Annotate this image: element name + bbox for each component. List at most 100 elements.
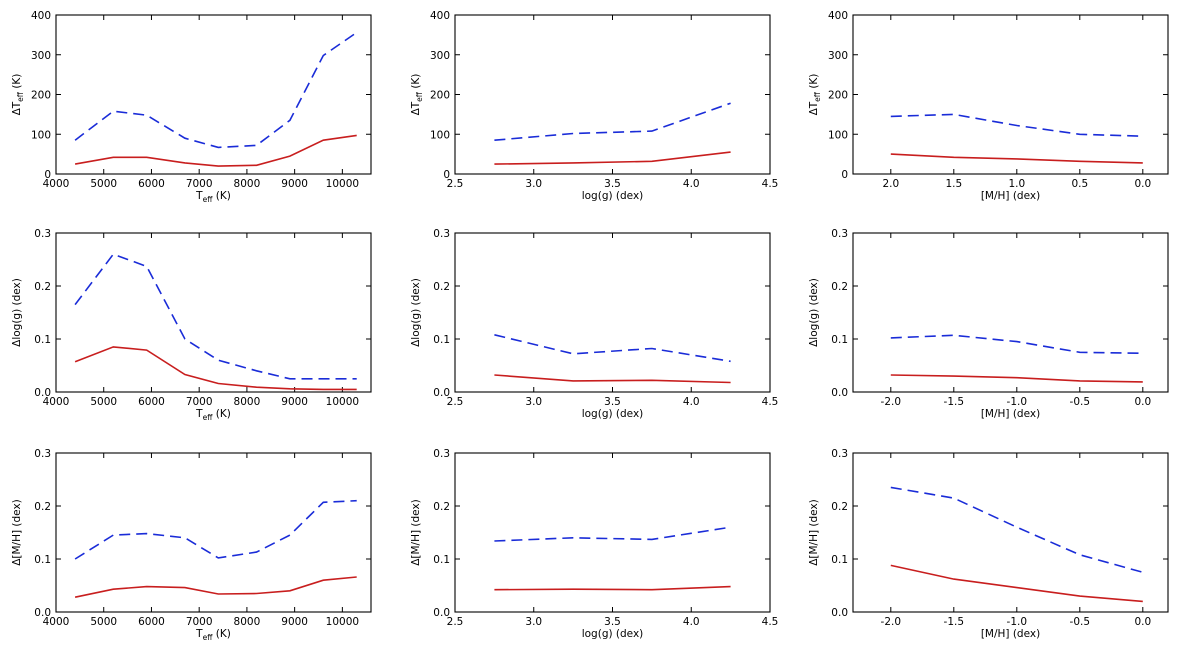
panel-3-3: -2.0 -1.5 -1.0 -0.5 0.0 0.0 0.1 0.2 0.3 [M/H] (de… [808,448,1169,640]
y-tick-label: 0.1 [34,554,51,566]
x-tick-label: 2.5 [447,178,464,190]
y-tick-label: 0 [841,169,848,181]
y-tick-label: 0.3 [831,228,848,240]
y-axis-label: Δlog(g) (dex) [11,278,23,347]
series-line-dashed [890,486,1144,574]
y-axis-label: Δ[M/H] (dex) [11,499,23,566]
x-tick-label: 6000 [138,616,165,628]
x-tick-label: -1.0 [1007,396,1028,408]
y-tick-label: 400 [430,10,450,22]
x-tick-label: -1.5 [944,396,965,408]
x-tick-label: 3.5 [604,396,621,408]
y-tick-label: 0.0 [831,387,848,399]
x-tick-label: 2.5 [447,396,464,408]
panel-3-2: 2.5 3.0 3.5 4.0 4.5 0.0 0.1 0.2 0.3 log(g) (dex) Δ… [410,448,778,640]
y-tick-label: 0.3 [433,228,450,240]
panel-2-3: -2.0 -1.5 -1.0 -0.5 0.0 0.0 0.1 0.2 0.3 [M/H] (de… [808,228,1169,420]
x-tick-label: 1.0 [1008,178,1025,190]
y-tick-label: 0.0 [831,607,848,619]
y-tick-label: 200 [430,90,450,102]
x-tick-label: 3.0 [525,616,542,628]
series-line-solid [890,564,1143,603]
y-tick-label: 0.2 [34,501,51,513]
x-tick-label: 5000 [90,616,117,628]
x-tick-label: 8000 [234,396,261,408]
series-line-dashed [494,334,731,363]
series-line-dashed [74,499,357,560]
x-axis-label: Teff (K) [195,628,231,642]
y-tick-label: 0.0 [34,607,51,619]
x-tick-label: -2.0 [881,616,902,628]
series-line-solid [74,134,357,167]
x-tick-label: 0.0 [1134,616,1151,628]
x-tick-label: 4.5 [762,178,779,190]
series-line-solid [890,153,1143,164]
y-tick-label: 0.3 [34,228,51,240]
panel-1-1: 4000 5000 6000 7000 8000 9000 10000 0 100 200 300 4… [11,10,372,204]
series-line-dashed [74,31,358,149]
x-axis-label: Teff (K) [195,408,231,422]
plot-frame [55,232,372,393]
x-tick-label: -0.5 [1070,616,1091,628]
x-tick-label: 8000 [234,616,261,628]
x-tick-label: 4.0 [683,396,700,408]
x-tick-label: 3.0 [525,178,542,190]
y-axis-label: Δlog(g) (dex) [410,278,422,347]
x-tick-label: 10000 [326,616,359,628]
plot-frame [55,14,372,175]
x-tick-label: 9000 [281,616,308,628]
y-tick-label: 100 [828,129,848,141]
y-axis-label: ΔTeff (K) [11,74,25,116]
x-axis-label: [M/H] (dex) [981,628,1040,640]
y-tick-label: 0.1 [433,334,450,346]
y-tick-label: 0.3 [831,448,848,460]
x-tick-label: -2.0 [881,396,902,408]
y-tick-label: 0.2 [433,501,450,513]
y-tick-label: 300 [828,50,848,62]
x-tick-label: 4000 [43,616,70,628]
x-tick-label: 4.5 [762,616,779,628]
y-tick-label: 0.1 [433,554,450,566]
x-tick-label: 4000 [43,178,70,190]
y-tick-label: 0.2 [34,281,51,293]
x-tick-label: 2.5 [447,616,464,628]
x-tick-label: 0.0 [1134,178,1151,190]
x-tick-label: 4000 [43,396,70,408]
y-tick-label: 0.2 [831,281,848,293]
x-tick-label: 10000 [326,178,359,190]
x-tick-label: 6000 [138,396,165,408]
x-axis-label: Teff (K) [195,190,231,204]
y-tick-label: 0.3 [34,448,51,460]
x-axis-label: [M/H] (dex) [981,408,1040,420]
x-tick-label: 0.0 [1134,396,1151,408]
plot-frame [852,232,1169,393]
x-axis-label: log(g) (dex) [582,408,644,420]
y-tick-label: 200 [828,90,848,102]
y-tick-label: 0.1 [831,334,848,346]
x-tick-label: 5000 [90,178,117,190]
y-tick-label: 0.2 [433,281,450,293]
y-tick-label: 0.1 [831,554,848,566]
y-tick-label: 0.0 [433,387,450,399]
x-tick-label: 1.5 [945,178,962,190]
y-axis-label: Δlog(g) (dex) [808,278,820,347]
x-tick-label: 7000 [186,396,213,408]
y-tick-label: 0.0 [433,607,450,619]
x-tick-label: 4.0 [683,616,700,628]
x-tick-label: 7000 [186,178,213,190]
x-tick-label: 3.5 [604,616,621,628]
series-line-solid [494,585,731,591]
panel-2-1: 4000 5000 6000 7000 8000 9000 10000 0.0 0.1 0.2 0.… [11,228,372,422]
series-line-solid [74,346,357,391]
y-tick-label: 300 [430,50,450,62]
x-tick-label: 10000 [326,396,359,408]
y-tick-label: 400 [828,10,848,22]
y-tick-label: 400 [31,10,51,22]
x-tick-label: 0.5 [1071,178,1088,190]
y-tick-label: 300 [31,50,51,62]
plot-frame [454,14,771,175]
panel-2-2: 2.5 3.0 3.5 4.0 4.5 0.0 0.1 0.2 0.3 log(g) (dex) Δ… [410,228,778,420]
y-axis-label: ΔTeff (K) [410,74,424,116]
plot-frame [55,452,372,613]
